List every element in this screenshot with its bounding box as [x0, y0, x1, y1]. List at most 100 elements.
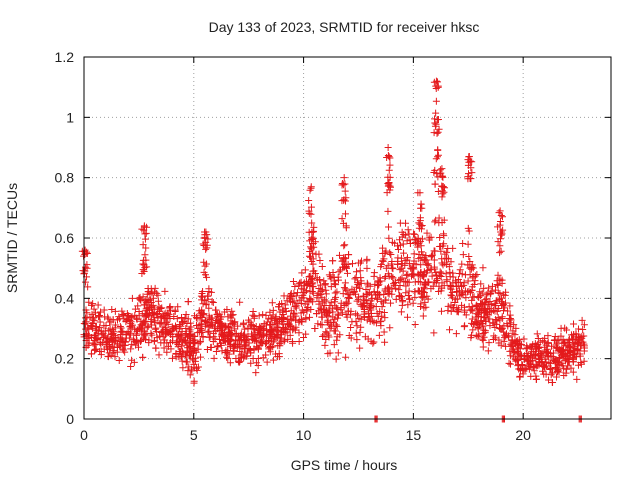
data-point: [209, 329, 217, 337]
data-point: [518, 352, 526, 360]
data-point: [250, 314, 258, 322]
data-point: [309, 228, 317, 236]
data-point: [149, 294, 157, 302]
data-point: [554, 368, 562, 376]
data-point: [259, 354, 267, 362]
data-point: [437, 287, 445, 295]
data-point: [203, 273, 211, 281]
data-point: [430, 329, 438, 337]
data-point: [453, 288, 461, 296]
data-point: [144, 322, 152, 330]
data-point: [507, 323, 515, 331]
chart-title: Day 133 of 2023, SRMTID for receiver hks…: [209, 19, 480, 35]
data-point: [578, 316, 586, 324]
data-point: [428, 272, 436, 280]
data-point: [559, 351, 567, 359]
data-point: [177, 348, 185, 356]
data-point: [96, 339, 104, 347]
data-point: [443, 248, 451, 256]
data-point: [356, 284, 364, 292]
data-point: [343, 269, 351, 277]
data-point: [134, 302, 142, 310]
data-point: [225, 350, 233, 358]
data-point: [368, 317, 376, 325]
data-point: [516, 373, 524, 381]
data-point: [432, 155, 440, 163]
data-point: [106, 344, 114, 352]
data-point: [115, 313, 123, 321]
data-point: [91, 346, 99, 354]
data-point: [290, 289, 298, 297]
data-point: [415, 239, 423, 247]
data-point: [141, 317, 149, 325]
data-point: [330, 341, 338, 349]
data-point: [530, 364, 538, 372]
data-point: [345, 251, 353, 259]
data-point: [322, 311, 330, 319]
data-point: [182, 338, 190, 346]
data-point: [331, 315, 339, 323]
data-point: [546, 365, 554, 373]
data-point: [247, 349, 255, 357]
data-point: [516, 372, 524, 380]
data-point: [302, 314, 310, 322]
data-point: [547, 364, 555, 372]
data-point: [291, 282, 299, 290]
data-point: [179, 364, 187, 372]
data-point: [417, 200, 425, 208]
data-point: [190, 379, 198, 387]
data-point: [501, 304, 509, 312]
data-point: [514, 361, 522, 369]
data-point: [372, 319, 380, 327]
data-point: [185, 363, 193, 371]
data-point: [419, 273, 427, 281]
data-point: [159, 323, 167, 331]
data-point: [250, 325, 258, 333]
data-point: [372, 302, 380, 310]
data-point: [257, 338, 265, 346]
data-point: [544, 339, 552, 347]
data-point: [172, 350, 180, 358]
data-point: [470, 293, 478, 301]
data-point: [424, 261, 432, 269]
data-point: [468, 158, 476, 166]
data-point: [342, 310, 350, 318]
data-point: [105, 327, 113, 335]
data-point: [81, 246, 89, 254]
data-point: [346, 291, 354, 299]
data-point: [564, 362, 572, 370]
data-point: [174, 337, 182, 345]
data-point: [389, 265, 397, 273]
data-point: [87, 350, 95, 358]
data-point: [464, 170, 472, 178]
data-point: [558, 359, 566, 367]
data-point: [448, 292, 456, 300]
data-point: [481, 305, 489, 313]
data-point: [375, 290, 383, 298]
data-point: [459, 240, 467, 248]
data-point: [439, 190, 447, 198]
data-point: [203, 319, 211, 327]
data-point: [134, 343, 142, 351]
data-point: [280, 292, 288, 300]
data-point: [111, 353, 119, 361]
data-point: [415, 224, 423, 232]
data-point: [547, 342, 555, 350]
data-point: [126, 323, 134, 331]
data-point: [229, 347, 237, 355]
data-point: [574, 361, 582, 369]
data-point: [403, 256, 411, 264]
data-point: [139, 353, 147, 361]
data-point: [337, 304, 345, 312]
x-tick-label: 15: [406, 427, 422, 443]
data-point: [356, 344, 364, 352]
data-point: [339, 257, 347, 265]
data-point: [495, 209, 503, 217]
data-point: [535, 358, 543, 366]
data-point: [464, 240, 472, 248]
data-point: [224, 329, 232, 337]
data-point: [290, 297, 298, 305]
data-point: [228, 307, 236, 315]
data-point: [497, 341, 505, 349]
data-point: [157, 312, 165, 320]
